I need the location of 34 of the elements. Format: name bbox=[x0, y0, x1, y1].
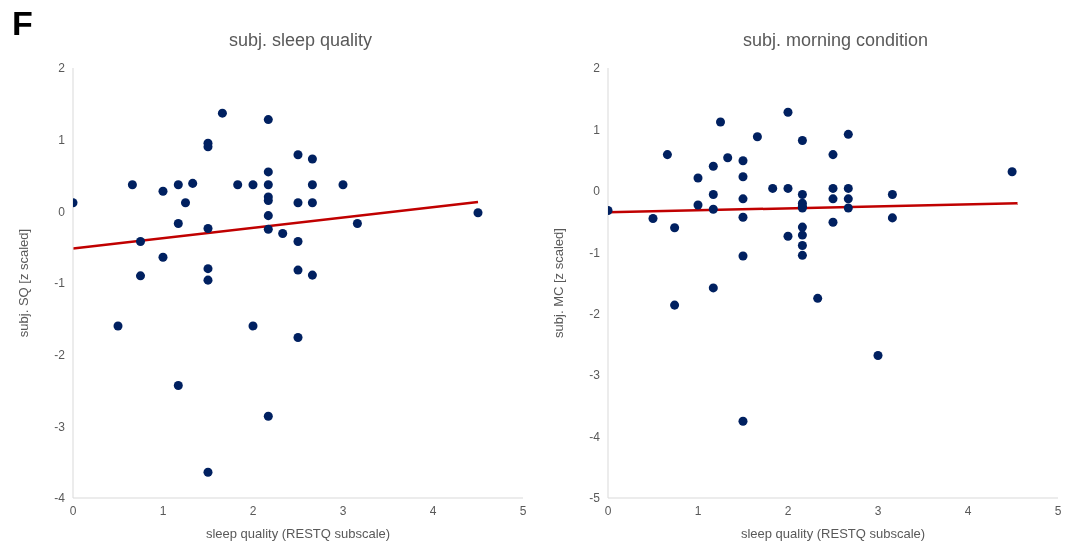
chart-title: subj. sleep quality bbox=[227, 30, 374, 51]
y-tick-label: 1 bbox=[58, 132, 66, 147]
text: F bbox=[12, 4, 33, 43]
y-tick-label: 1 bbox=[593, 122, 601, 137]
y-tick-label: 0 bbox=[593, 184, 601, 199]
y-axis-title: subj. MC [z scaled] bbox=[550, 228, 566, 338]
x-tick-label: 0 bbox=[69, 503, 77, 518]
y-tick-label: 0 bbox=[58, 204, 66, 219]
x-axis-title: sleep quality (RESTQ subscale) bbox=[740, 526, 926, 541]
chart-title: subj. morning condition bbox=[741, 30, 930, 51]
x-tick-label: 0 bbox=[604, 503, 612, 518]
y-tick-label: -5 bbox=[589, 491, 601, 506]
y-axis-title: subj. SQ [z scaled] bbox=[15, 228, 31, 338]
x-tick-label: 3 bbox=[339, 503, 347, 518]
x-tick-label: 4 bbox=[429, 503, 437, 518]
x-tick-label: 4 bbox=[964, 503, 972, 518]
y-tick-label: -2 bbox=[589, 306, 601, 321]
y-tick-label: -2 bbox=[54, 347, 66, 362]
x-tick-label: 2 bbox=[249, 503, 257, 518]
y-tick-label: -1 bbox=[54, 276, 66, 291]
y-tick-label: -4 bbox=[54, 491, 66, 506]
y-tick-label: -3 bbox=[54, 419, 66, 434]
y-tick-label: 2 bbox=[58, 61, 66, 76]
x-tick-label: 5 bbox=[519, 503, 527, 518]
y-tick-label: -3 bbox=[589, 368, 601, 383]
x-tick-label: 2 bbox=[784, 503, 792, 518]
x-axis-title: sleep quality (RESTQ subscale) bbox=[205, 526, 391, 541]
y-tick-label: 2 bbox=[593, 61, 601, 76]
x-tick-label: 1 bbox=[694, 503, 702, 518]
y-tick-label: -1 bbox=[589, 245, 601, 260]
x-tick-label: 1 bbox=[159, 503, 167, 518]
x-tick-label: 3 bbox=[874, 503, 882, 518]
x-tick-label: 5 bbox=[1054, 503, 1062, 518]
y-tick-label: -4 bbox=[589, 429, 601, 444]
